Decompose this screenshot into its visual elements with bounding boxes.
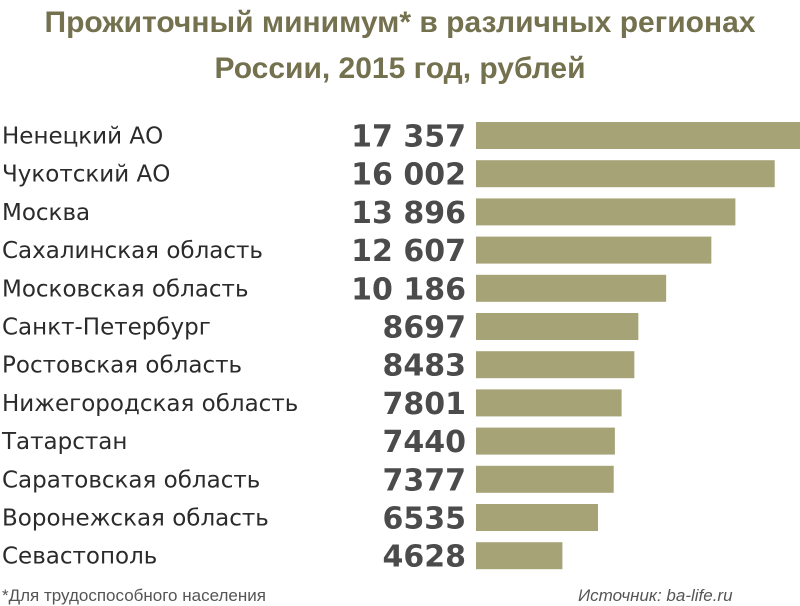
category-label-4: Сахалинская область <box>2 238 263 264</box>
bar-11 <box>476 504 598 531</box>
category-label-6: Санкт-Петербург <box>2 315 211 341</box>
category-label-2: Чукотский АО <box>2 162 170 188</box>
category-label-9: Татарстан <box>1 429 127 455</box>
category-label-1: Ненецкий АО <box>2 124 163 150</box>
bar-12 <box>476 542 563 570</box>
category-label-10: Саратовская область <box>2 467 260 493</box>
bar-5 <box>476 274 667 302</box>
category-label-12: Севастополь <box>2 544 157 570</box>
bar-3 <box>476 198 736 226</box>
value-label-5: 10 186 <box>351 272 466 307</box>
category-label-11: Воронежская область <box>2 506 269 532</box>
bar-6 <box>476 313 639 340</box>
value-label-12: 4628 <box>383 540 467 575</box>
value-label-10: 7377 <box>383 463 467 498</box>
value-label-1: 17 357 <box>351 120 466 155</box>
value-label-4: 12 607 <box>351 234 466 269</box>
bar-10 <box>476 465 614 493</box>
chart-title: Прожиточный минимум* в различных региона… <box>0 0 800 92</box>
category-label-7: Ростовская область <box>2 353 242 379</box>
value-label-9: 7440 <box>383 425 467 460</box>
bar-2 <box>476 160 775 188</box>
chart-source: Источник: ba-life.ru <box>578 586 733 605</box>
bar-1 <box>476 122 800 149</box>
category-label-3: Москва <box>2 200 90 226</box>
value-label-3: 13 896 <box>351 196 466 231</box>
category-label-5: Московская область <box>2 276 249 302</box>
chart-title-line-1: Прожиточный минимум* в различных региона… <box>44 6 756 39</box>
bar-7 <box>476 351 635 379</box>
bar-9 <box>476 427 615 455</box>
value-label-8: 7801 <box>383 387 467 422</box>
chart-footnote: *Для трудоспособного населения <box>2 586 266 605</box>
bar-4 <box>476 236 712 264</box>
value-label-11: 6535 <box>383 502 467 537</box>
bar-8 <box>476 389 622 417</box>
value-label-7: 8483 <box>383 349 467 384</box>
value-label-2: 16 002 <box>351 158 466 193</box>
category-label-8: Нижегородская область <box>2 391 298 417</box>
chart-title-line-2: России, 2015 год, рублей <box>214 52 586 85</box>
value-label-6: 8697 <box>383 311 467 346</box>
